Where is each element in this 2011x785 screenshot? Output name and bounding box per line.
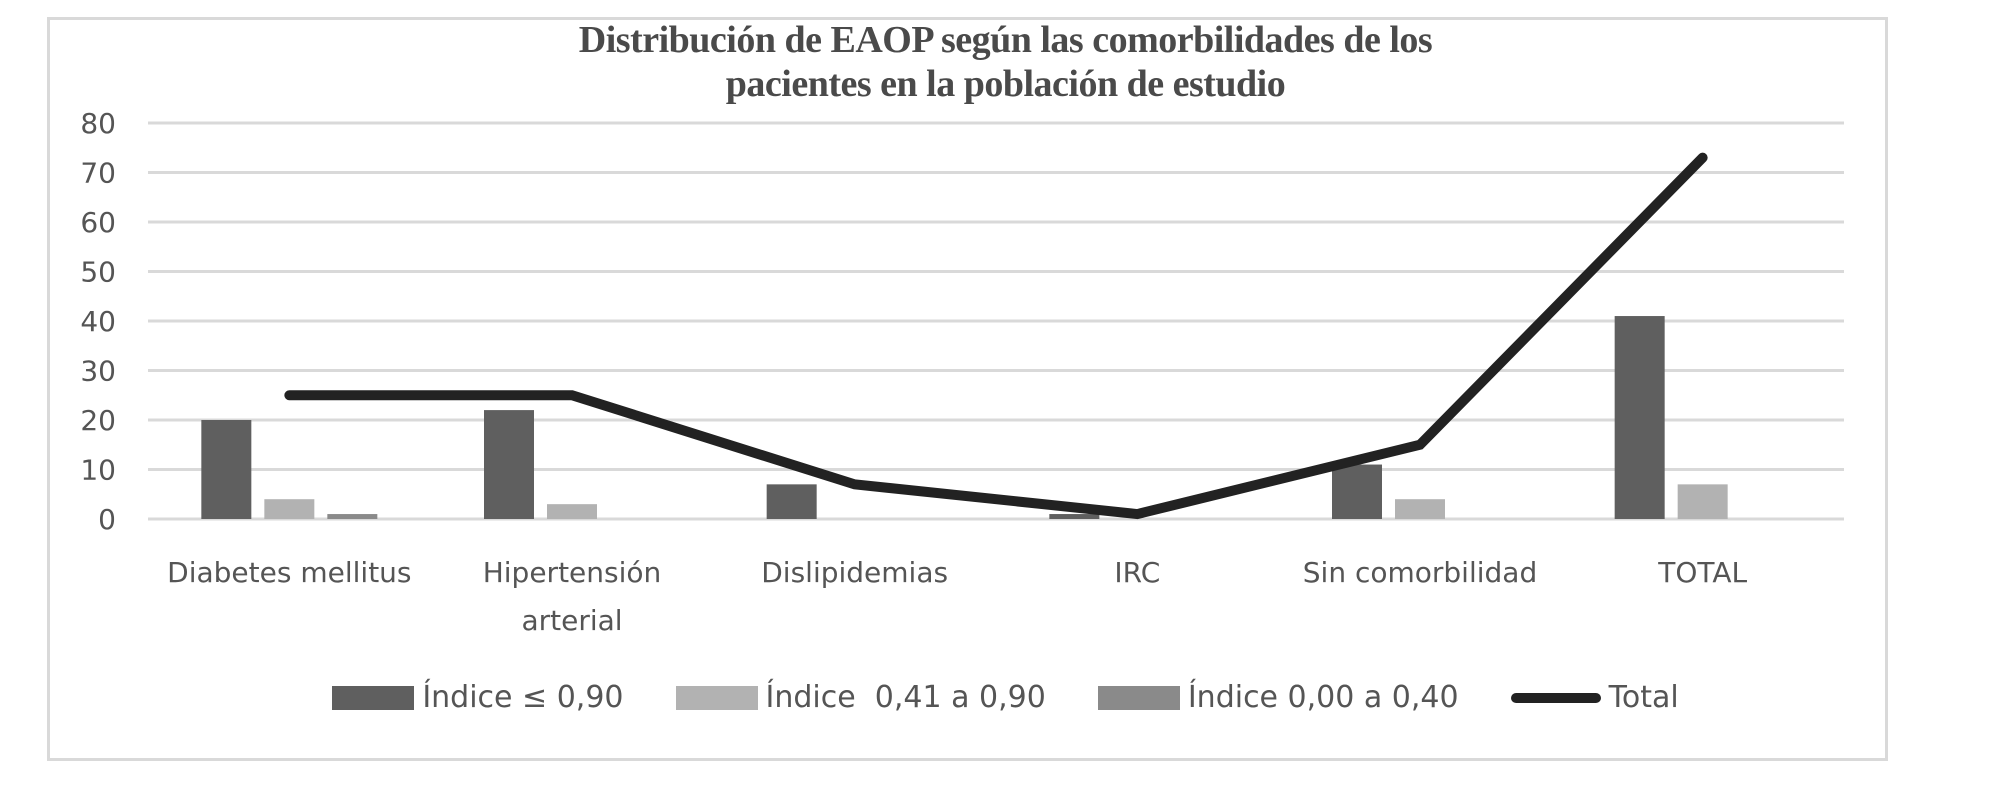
total-line (284, 152, 1708, 520)
legend: Índice ≤ 0,90 Índice 0,41 a 0,90 Índice … (0, 680, 2011, 715)
bar (327, 514, 378, 519)
x-category-label: TOTAL (1657, 556, 1747, 589)
legend-swatch-light (675, 685, 758, 710)
bar (1395, 499, 1445, 519)
y-tick-label: 20 (80, 404, 116, 437)
legend-line-icon (1510, 692, 1601, 703)
y-tick-label: 60 (80, 206, 116, 239)
bar-series (201, 316, 1728, 519)
y-tick-label: 10 (80, 454, 116, 487)
legend-label: Índice 0,41 a 0,90 (765, 680, 1046, 715)
chart-title-line-1: Distribución de EAOP según las comorbili… (578, 19, 1433, 61)
y-tick-label: 40 (80, 305, 116, 338)
bar (1614, 316, 1665, 519)
y-axis-ticks: 0 10 20 30 40 50 60 70 80 (80, 107, 116, 536)
chart-title-line-2: pacientes en la población de estudio (725, 63, 1286, 105)
x-axis-categories: Diabetes mellitus Hipertensión arterial Dis… (167, 556, 1747, 637)
y-tick-label: 70 (80, 157, 116, 190)
gridlines (148, 121, 1844, 521)
legend-swatch-mid (1097, 685, 1180, 710)
x-category-label: arterial (521, 604, 622, 637)
y-tick-label: 50 (80, 256, 116, 289)
x-category-label: Sin comorbilidad (1303, 556, 1537, 589)
chart-frame (47, 17, 1888, 761)
chart-title: Distribución de EAOP según las comorbili… (0, 18, 2011, 106)
legend-swatch-dark (332, 685, 415, 710)
legend-label: Índice 0,00 a 0,40 (1187, 680, 1459, 715)
legend-item-total: Total (1510, 680, 1679, 715)
bar (201, 420, 252, 519)
bar (1677, 484, 1728, 519)
y-tick-label: 80 (80, 107, 116, 140)
bar (1049, 514, 1100, 519)
legend-label: Total (1608, 680, 1679, 715)
bar (1332, 464, 1382, 519)
x-category-label: Hipertensión (483, 556, 662, 589)
x-category-label: Diabetes mellitus (167, 556, 411, 589)
bar (547, 504, 597, 519)
legend-label: Índice ≤ 0,90 (422, 680, 624, 715)
y-tick-label: 30 (80, 355, 116, 388)
legend-item-index-041-090: Índice 0,41 a 0,90 (675, 680, 1046, 715)
bar (484, 410, 534, 519)
legend-item-index-le-090: Índice ≤ 0,90 (332, 680, 624, 715)
y-tick-label: 0 (98, 503, 116, 536)
legend-item-index-000-040: Índice 0,00 a 0,40 (1097, 680, 1459, 715)
bar (264, 499, 315, 519)
x-category-label: IRC (1114, 556, 1160, 589)
total-line-series (284, 152, 1708, 520)
x-category-label: Dislipidemias (761, 556, 948, 589)
bar (766, 484, 817, 519)
